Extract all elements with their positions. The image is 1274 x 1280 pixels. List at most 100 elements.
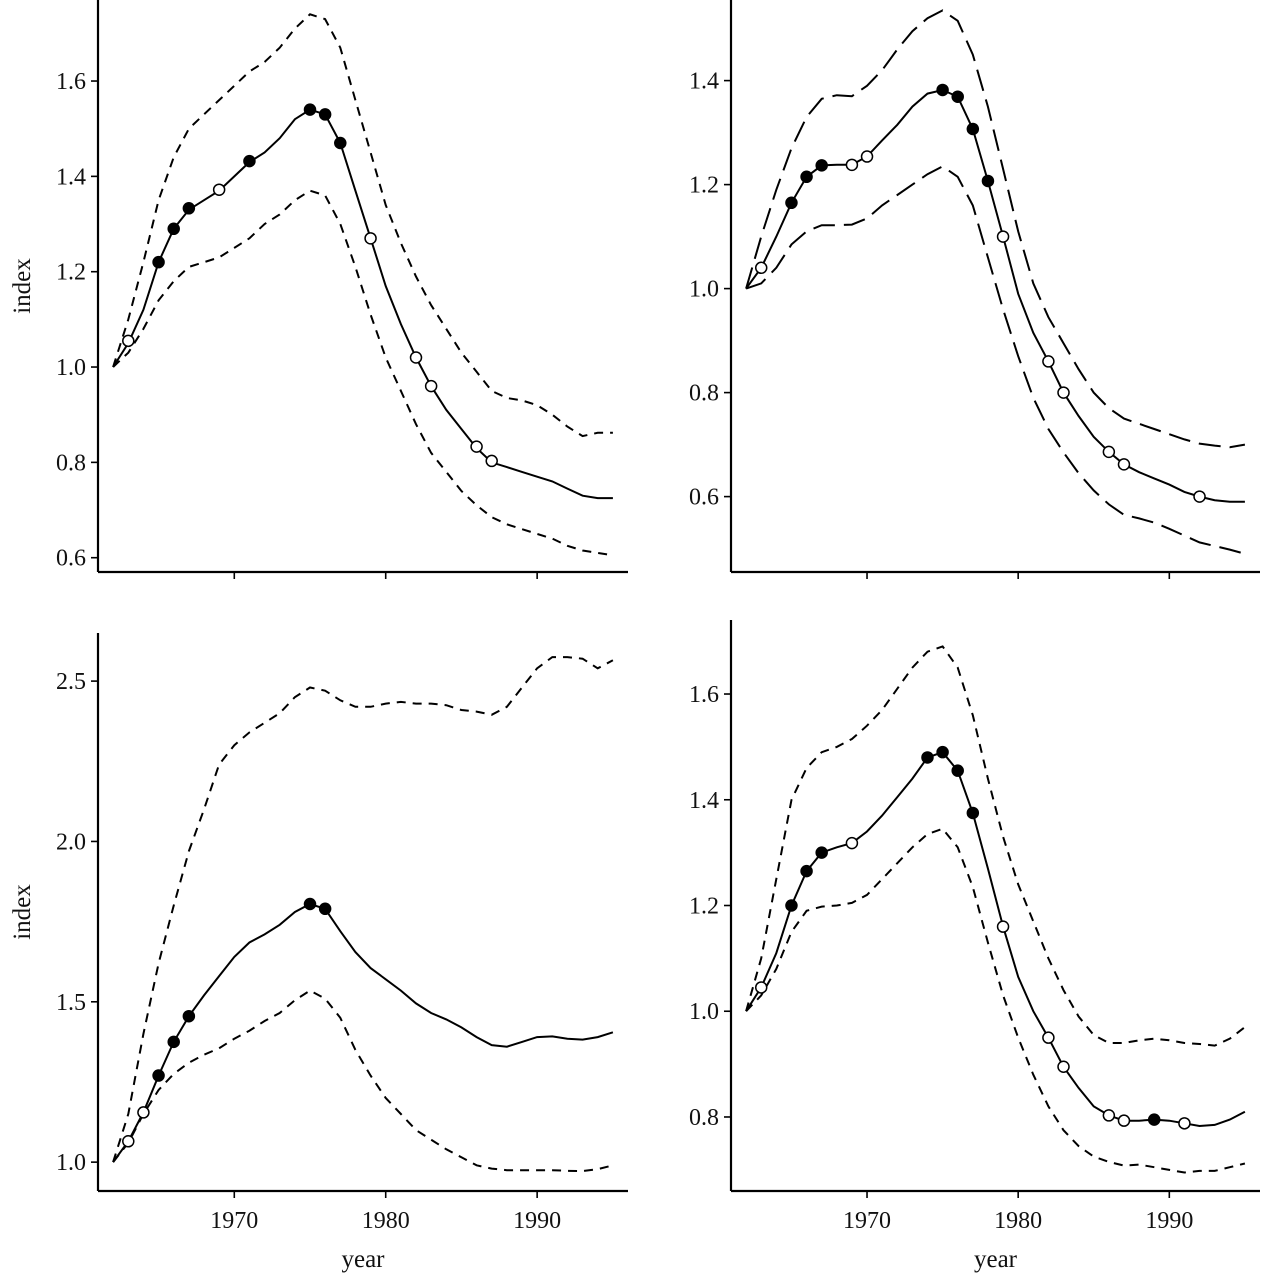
y-tick-label: 0.6 xyxy=(56,546,86,572)
data-point-filled xyxy=(951,90,964,103)
x-tick-label: 1990 xyxy=(513,1208,561,1234)
panel-bl: 1.0 1.5 2.0 2.5 1970 1980 1990 index year xyxy=(9,633,628,1273)
y-tick-label: 1.0 xyxy=(689,999,719,1025)
x-tick-label: 1970 xyxy=(843,1208,891,1234)
data-point-open xyxy=(409,351,423,364)
x-tick-label: 1970 xyxy=(210,1208,258,1234)
data-point-open xyxy=(1057,386,1070,399)
y-tick-label: 1.6 xyxy=(56,69,86,95)
panel-tl: 0.6 0.8 1.0 1.2 1.4 1.6 index xyxy=(9,0,628,579)
series-estimate-line xyxy=(112,902,614,1163)
y-tick-label: 1.4 xyxy=(689,69,719,95)
y-tick-label: 0.8 xyxy=(56,450,86,476)
data-point-filled xyxy=(936,83,949,97)
y-tick-label: 1.2 xyxy=(689,894,719,920)
data-point-open xyxy=(1117,1114,1131,1127)
y-tick-label: 1.0 xyxy=(56,355,86,381)
y-tick-label: 0.8 xyxy=(689,1105,719,1131)
y-tick-label: 1.2 xyxy=(56,260,86,286)
data-point-filled xyxy=(318,108,332,121)
data-point-open xyxy=(1117,458,1131,471)
data-point-open xyxy=(122,1135,135,1148)
data-point-filled xyxy=(815,846,828,859)
series-estimate-line xyxy=(112,108,613,500)
x-tick-label: 1980 xyxy=(994,1208,1042,1234)
series-estimate-line xyxy=(745,751,1246,1128)
data-point-filled xyxy=(815,159,828,172)
series-upper-line xyxy=(745,645,1246,1047)
data-point-filled xyxy=(167,1035,180,1049)
panel-tr: 0.6 0.8 1.0 1.2 1.4 xyxy=(689,0,1260,579)
data-point-open xyxy=(1102,1109,1116,1122)
data-point-open xyxy=(845,158,859,172)
data-point-filled xyxy=(303,897,317,911)
y-tick-label: 0.6 xyxy=(689,485,719,511)
data-point-filled xyxy=(334,136,347,150)
data-point-open xyxy=(1193,490,1206,503)
data-point-open xyxy=(996,920,1010,933)
data-point-open xyxy=(212,183,226,196)
x-tick-label: 1980 xyxy=(362,1208,410,1234)
data-point-filled xyxy=(1147,1113,1161,1126)
data-point-open xyxy=(424,379,438,393)
data-point-open xyxy=(1042,355,1055,368)
y-tick-label: 1.2 xyxy=(689,173,719,199)
y-tick-label: 1.0 xyxy=(689,277,719,303)
data-point-open xyxy=(860,150,874,163)
data-point-filled xyxy=(785,899,798,912)
data-point-filled xyxy=(921,751,934,764)
data-point-filled xyxy=(318,902,332,916)
data-point-filled xyxy=(785,196,798,210)
data-point-open xyxy=(1057,1060,1070,1074)
data-point-filled xyxy=(182,1009,196,1023)
x-axis-title: year xyxy=(341,1246,385,1273)
data-point-open xyxy=(1178,1117,1191,1130)
series-lower-line xyxy=(112,189,614,557)
x-axis-title: year xyxy=(974,1246,1018,1273)
data-point-open xyxy=(996,230,1010,243)
data-point-open xyxy=(364,232,377,245)
data-point-filled xyxy=(981,174,995,188)
series-upper-line xyxy=(112,13,613,438)
data-point-filled xyxy=(167,222,180,236)
y-tick-label: 2.5 xyxy=(56,669,86,695)
data-point-filled xyxy=(800,170,813,184)
panel-br: 0.8 1.0 1.2 1.4 1.6 1970 1980 1990 year xyxy=(689,620,1260,1273)
data-point-filled xyxy=(182,202,196,215)
data-point-filled xyxy=(303,103,317,116)
y-tick-label: 1.4 xyxy=(689,788,719,814)
data-point-filled xyxy=(966,806,980,820)
data-point-open xyxy=(845,836,859,850)
data-point-filled xyxy=(951,764,964,777)
data-point-filled xyxy=(243,154,256,168)
data-point-open xyxy=(1102,445,1116,459)
series-lower-line xyxy=(112,989,614,1173)
series-upper-line xyxy=(745,9,1246,449)
x-tick-label: 1990 xyxy=(1145,1208,1193,1234)
series-estimate-line xyxy=(745,88,1245,503)
series-upper-line xyxy=(112,656,614,1163)
data-point-open xyxy=(122,334,135,348)
data-point-filled xyxy=(152,1069,165,1082)
data-point-filled xyxy=(966,122,980,136)
y-tick-label: 1.6 xyxy=(689,682,719,708)
y-tick-label: 2.0 xyxy=(56,829,86,855)
data-point-open xyxy=(1042,1031,1055,1044)
data-point-open xyxy=(754,981,768,994)
data-point-open xyxy=(485,454,498,468)
data-point-filled xyxy=(936,745,949,759)
data-point-open xyxy=(137,1106,150,1119)
y-axis-title: index xyxy=(9,884,36,940)
y-tick-label: 1.5 xyxy=(56,990,86,1016)
series-lower-line xyxy=(745,827,1246,1174)
y-tick-label: 1.4 xyxy=(56,164,86,190)
y-tick-label: 0.8 xyxy=(689,381,719,407)
series-lower-line xyxy=(745,165,1246,555)
data-point-filled xyxy=(800,864,813,878)
data-point-filled xyxy=(152,255,165,269)
y-tick-label: 1.0 xyxy=(56,1150,86,1176)
y-axis-title: index xyxy=(9,258,36,314)
data-point-open xyxy=(470,440,483,453)
